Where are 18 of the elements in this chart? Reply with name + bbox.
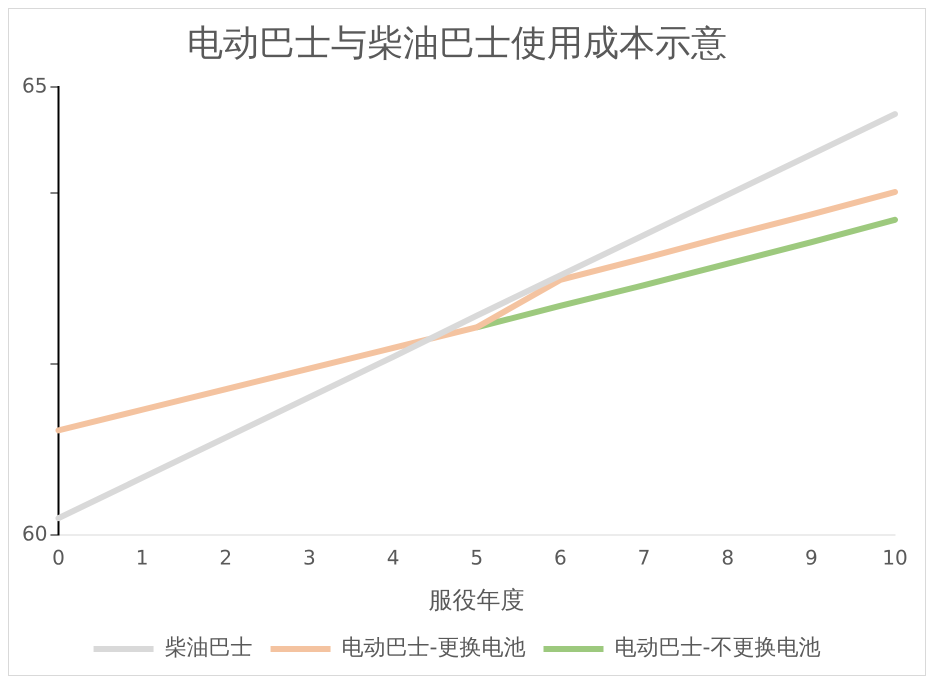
x-tick-label: 0 bbox=[52, 545, 65, 570]
x-tick-label: 7 bbox=[638, 545, 650, 570]
legend-label: 电动巴士-不更换电池 bbox=[614, 636, 820, 661]
y-tick-label: 65 bbox=[22, 73, 48, 98]
x-tick-label: 4 bbox=[386, 545, 400, 570]
x-tick-label: 6 bbox=[554, 545, 567, 570]
x-tick-label: 5 bbox=[470, 545, 484, 570]
x-tick-label: 1 bbox=[136, 545, 148, 570]
x-tick-label: 8 bbox=[721, 545, 734, 570]
y-tick-label: 60 bbox=[22, 521, 48, 546]
chart-title: 电动巴士与柴油巴士使用成本示意 bbox=[187, 22, 727, 64]
legend-label: 柴油巴士 bbox=[164, 636, 253, 661]
x-tick-label: 10 bbox=[882, 545, 908, 570]
x-tick-label: 9 bbox=[804, 545, 818, 570]
legend-label: 电动巴士-更换电池 bbox=[342, 636, 526, 661]
x-tick-label: 3 bbox=[303, 545, 316, 570]
x-axis-title: 服役年度 bbox=[428, 586, 525, 614]
x-tick-label: 2 bbox=[219, 545, 232, 570]
